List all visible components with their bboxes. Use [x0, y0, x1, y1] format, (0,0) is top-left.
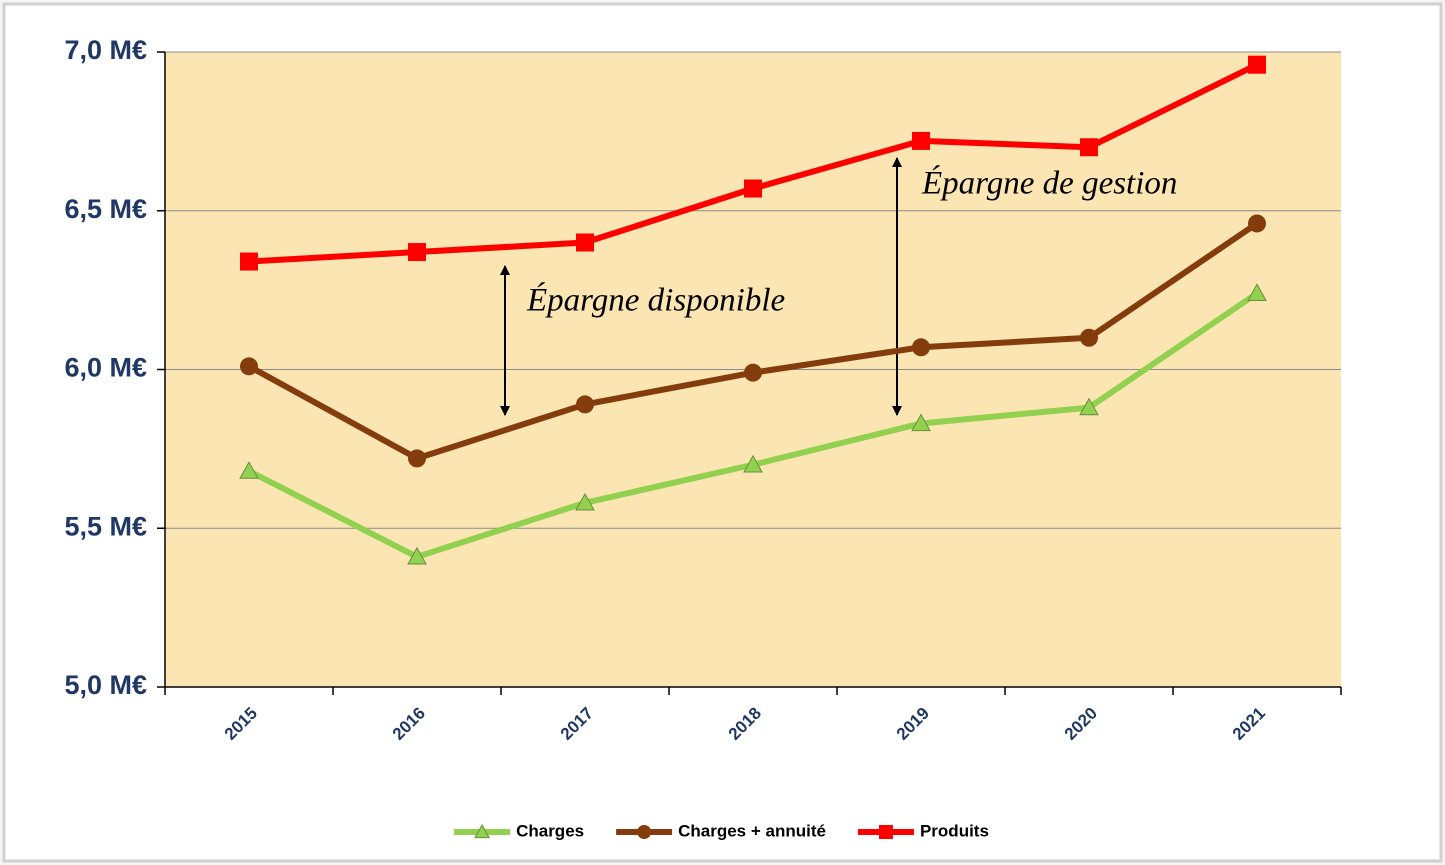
marker	[744, 179, 762, 198]
marker	[1247, 283, 1267, 301]
legend-marker	[474, 823, 490, 839]
legend-marker	[878, 825, 893, 839]
legend-label: Charges	[516, 821, 584, 840]
marker	[1080, 138, 1098, 157]
legend-item: Produits	[857, 821, 989, 840]
marker	[408, 449, 426, 468]
legend: Charges Charges + annuité Produits	[454, 821, 989, 840]
legend-item: Charges + annuité	[616, 821, 826, 840]
series	[239, 283, 1267, 565]
marker	[407, 546, 427, 565]
marker	[1248, 214, 1266, 233]
annotation: Épargne disponible	[526, 282, 785, 319]
marker	[575, 492, 595, 511]
annotation: Épargne de gestion	[921, 165, 1177, 202]
marker	[239, 461, 259, 479]
marker	[576, 395, 594, 414]
marker	[576, 233, 594, 252]
y-tick-label: 6,5 M€	[64, 194, 147, 224]
legend-label: Charges + annuité	[678, 821, 826, 840]
marker	[240, 252, 258, 271]
marker	[912, 131, 930, 150]
marker	[1079, 397, 1099, 416]
legend-label: Produits	[920, 821, 989, 840]
series	[240, 214, 1266, 468]
marker	[744, 363, 762, 382]
marker	[240, 357, 258, 376]
y-tick-label: 5,5 M€	[64, 511, 147, 541]
y-tick-label: 7,0 M€	[64, 35, 147, 65]
marker	[408, 243, 426, 262]
marker	[1080, 328, 1098, 347]
legend-item: Charges	[454, 821, 584, 840]
series	[240, 55, 1266, 271]
marker	[1248, 55, 1266, 74]
y-tick-label: 6,0 M€	[64, 353, 147, 383]
marker	[743, 454, 763, 473]
marker	[911, 413, 931, 432]
y-tick-label: 5,0 M€	[64, 670, 147, 700]
marker	[912, 338, 930, 357]
legend-marker	[637, 825, 652, 839]
